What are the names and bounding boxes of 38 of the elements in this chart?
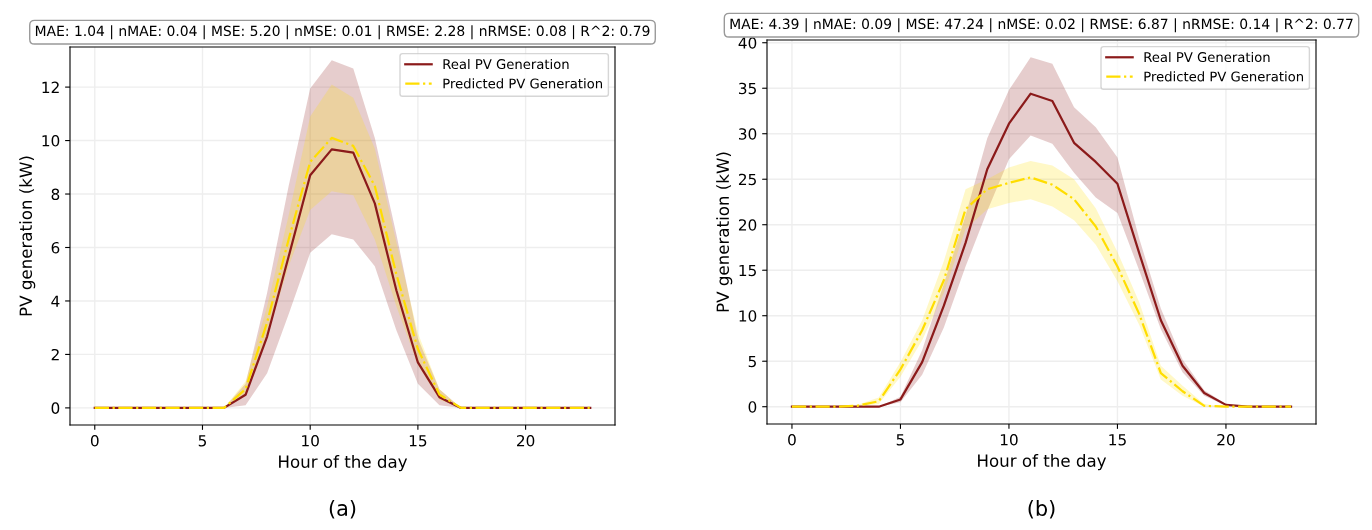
y-tick-label: 10 <box>42 135 60 147</box>
y-tick-label: 25 <box>738 173 756 186</box>
y-tick-label: 6 <box>51 241 60 254</box>
x-tick-label: 10 <box>302 434 319 447</box>
x-tick-label: 5 <box>198 435 207 447</box>
y-tick-label: 0 <box>748 401 757 413</box>
x-tick-label: 15 <box>1109 434 1126 446</box>
y-tick-label: 8 <box>51 188 60 201</box>
x-tick-label: 15 <box>409 435 427 447</box>
y-tick-label: 0 <box>51 402 60 414</box>
x-tick-label: 5 <box>896 434 904 446</box>
y-tick-label: 10 <box>739 310 757 322</box>
text: (b) <box>1028 499 1055 519</box>
legend-label: Predicted PV Generation <box>443 78 603 89</box>
x-axis-title: Hour of the day <box>978 454 1107 471</box>
y-tick-label: 15 <box>739 264 756 277</box>
x-tick-label: 20 <box>1217 433 1235 446</box>
x-tick-label: 0 <box>90 434 99 447</box>
y-tick-label: 40 <box>738 37 757 49</box>
y-axis-title: PV generation (kW) <box>19 156 36 316</box>
y-tick-label: 20 <box>738 219 757 231</box>
x-axis-title: Hour of the day <box>279 455 408 472</box>
y-tick-label: 5 <box>748 355 756 368</box>
x-tick-label: 0 <box>788 433 796 446</box>
y-tick-label: 35 <box>739 82 756 95</box>
y-tick-label: 12 <box>42 81 59 93</box>
y-tick-label: 4 <box>51 295 60 307</box>
x-tick-label: 10 <box>1000 433 1018 446</box>
legend-label: Real PV Generation <box>1144 51 1270 63</box>
x-tick-label: 20 <box>517 434 535 447</box>
chart-title: MAE: 4.39 | nMAE: 0.09 | MSE: 47.24 | nMSE: 0.02 | RMSE: 6.87 | nRMSE: 0.14 | R^2: 0.77 <box>730 18 1353 33</box>
y-axis-title: PV generation (kW) <box>716 152 733 312</box>
y-tick-label: 2 <box>51 348 59 361</box>
text: (a) <box>329 499 356 519</box>
y-tick-label: 30 <box>739 128 757 140</box>
chart-title: MAE: 1.04 | nMAE: 0.04 | MSE: 5.20 | nMSE: 0.01 | RMSE: 2.28 | nRMSE: 0.08 | R^2: 0.79 <box>35 25 650 40</box>
legend-label: Predicted PV Generation <box>1144 71 1304 82</box>
legend-label: Real PV Generation <box>443 58 569 70</box>
